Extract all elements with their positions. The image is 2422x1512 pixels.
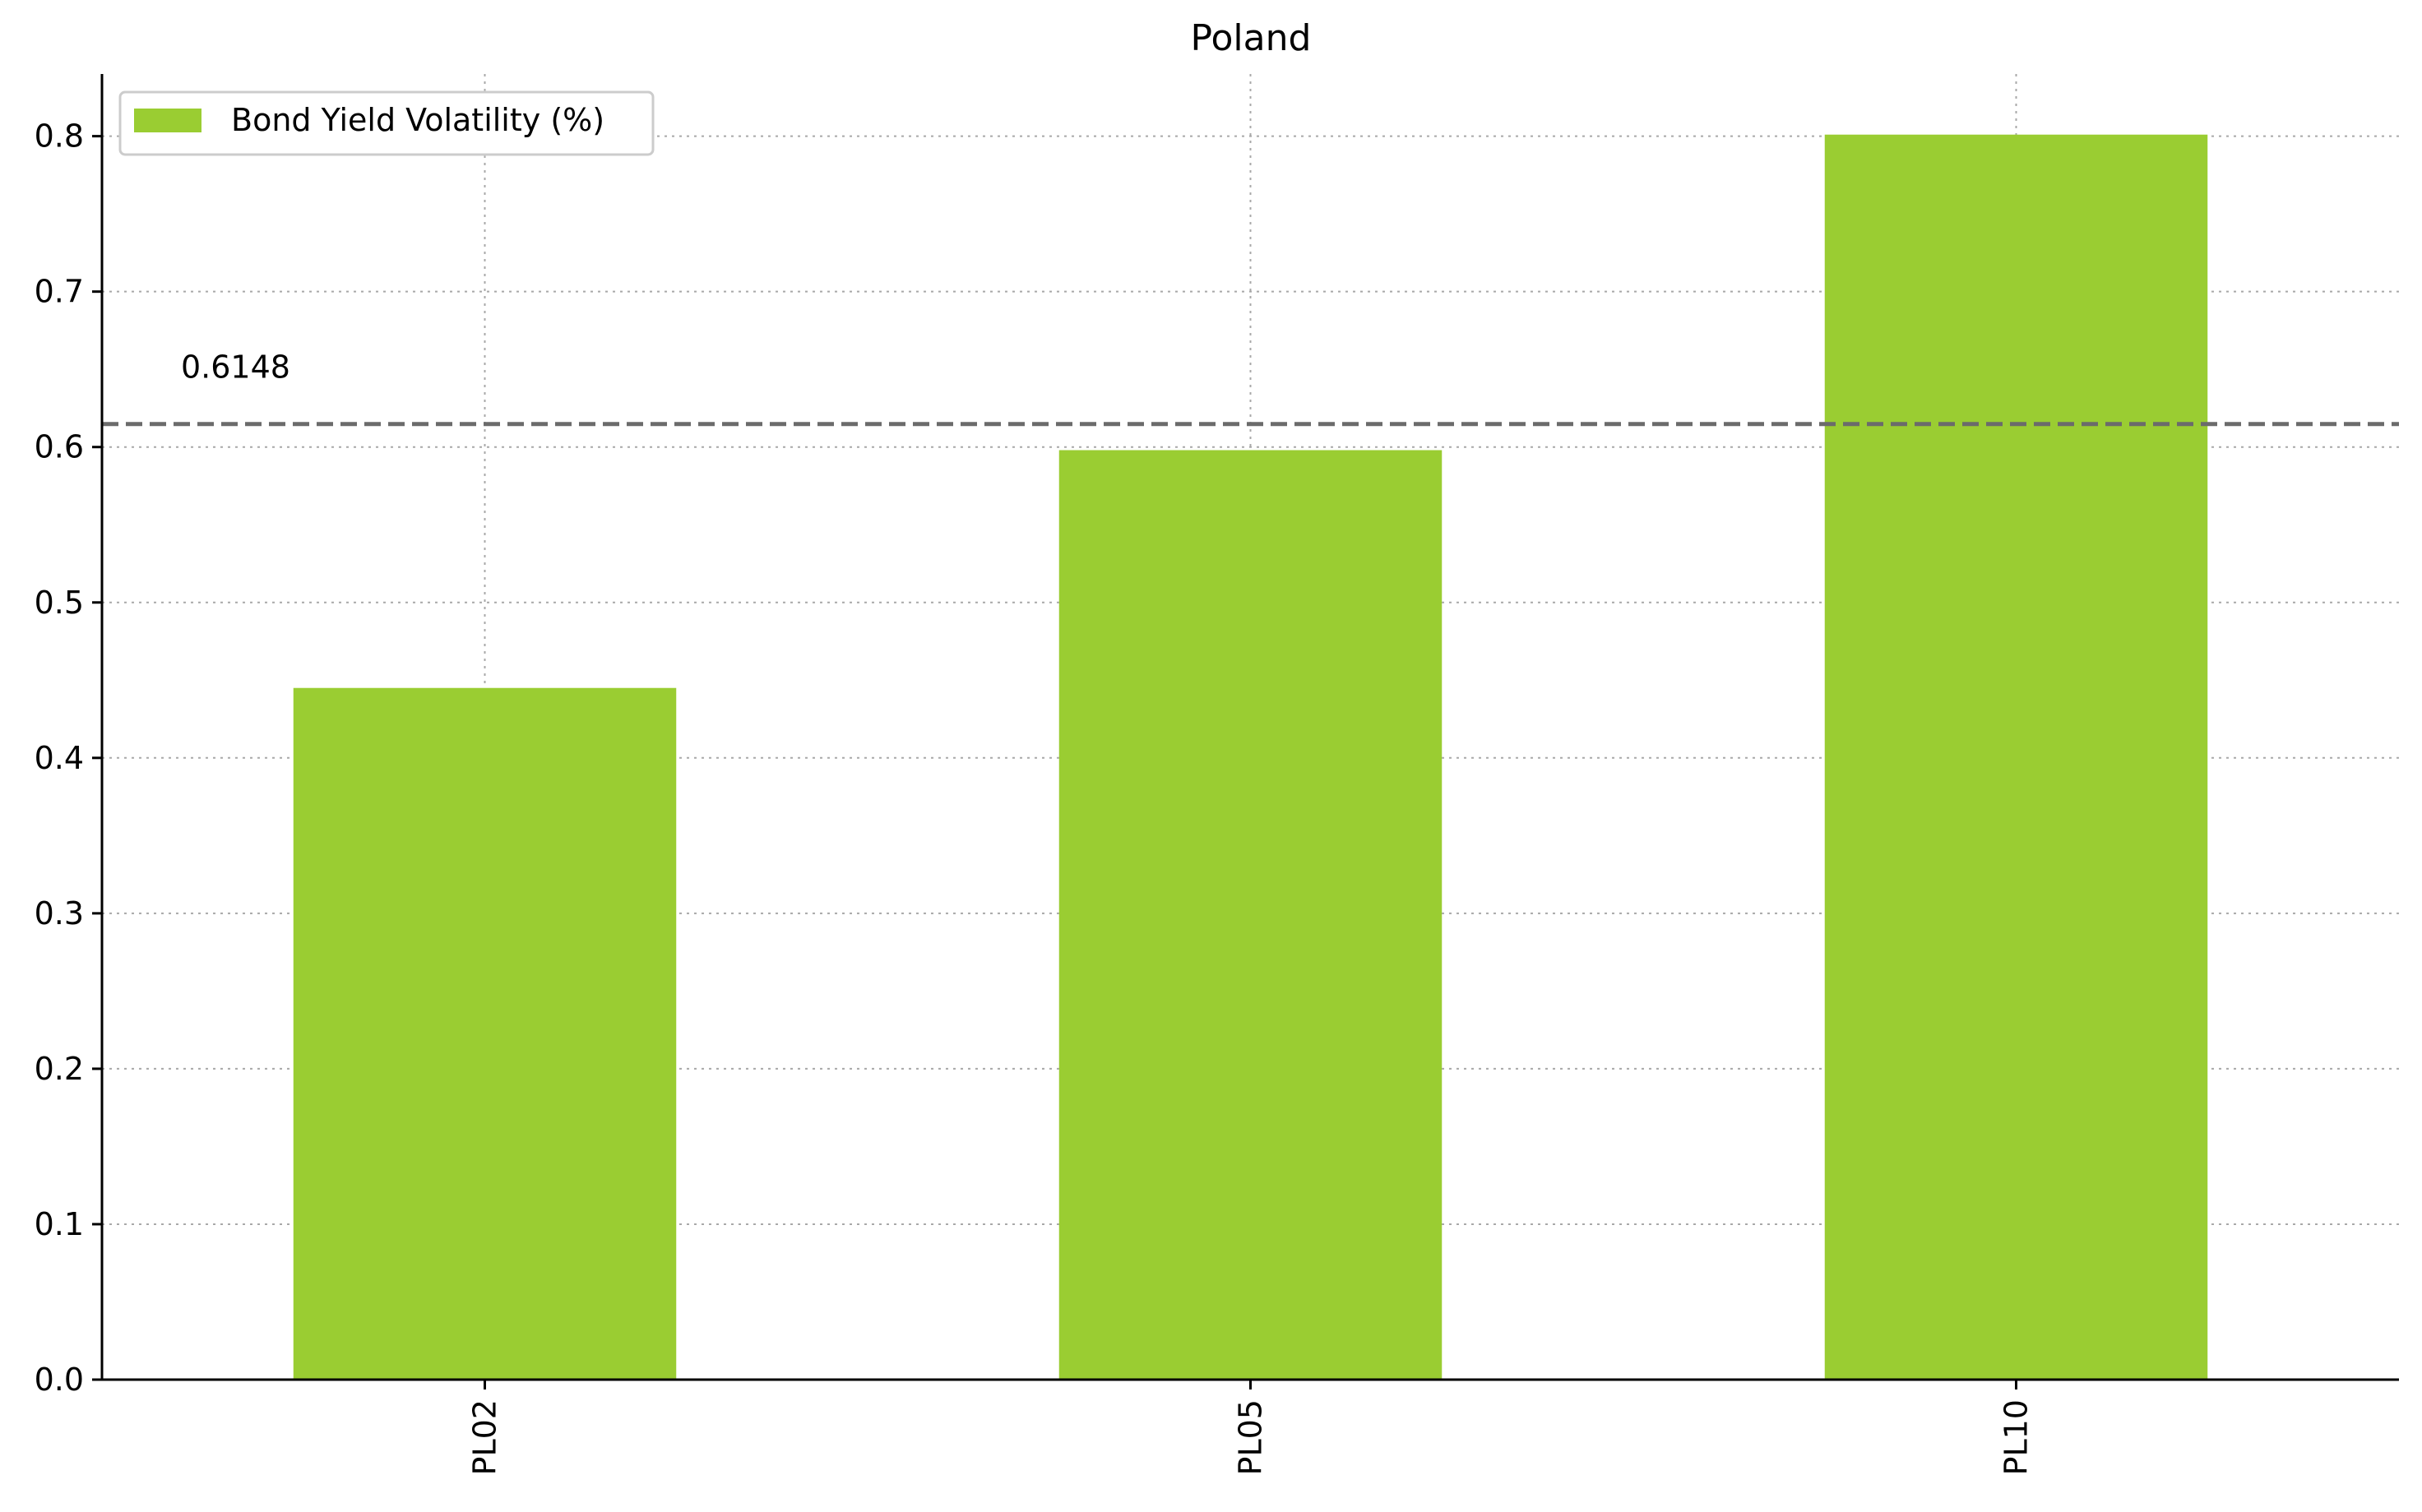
x-tick-label: PL02 (467, 1399, 503, 1475)
y-axis-ticks: 0.0 0.1 0.2 0.3 0.4 0.5 0.6 0.7 0.8 (35, 118, 102, 1398)
chart-title: Poland (1191, 17, 1312, 59)
y-tick-label: 0.8 (35, 118, 84, 155)
y-tick-label: 0.3 (35, 895, 84, 932)
y-tick-label: 0.0 (35, 1362, 84, 1398)
bar-pl02 (293, 687, 677, 1380)
x-tick-label: PL10 (1998, 1399, 2035, 1475)
y-tick-label: 0.6 (35, 429, 84, 465)
y-tick-label: 0.2 (35, 1051, 84, 1087)
y-tick-label: 0.5 (35, 585, 84, 621)
bars (293, 134, 2208, 1380)
bar-pl10 (1824, 134, 2208, 1380)
x-axis-ticks: PL02 PL05 PL10 (467, 1380, 2035, 1475)
x-tick-label: PL05 (1233, 1399, 1269, 1475)
reference-line-group: 0.6148 (102, 349, 2399, 427)
reference-line-label: 0.6148 (181, 349, 290, 386)
y-tick-label: 0.1 (35, 1206, 84, 1242)
legend: Bond Yield Volatility (%) (118, 90, 655, 156)
legend-label: Bond Yield Volatility (%) (231, 102, 604, 138)
y-tick-label: 0.4 (35, 740, 84, 776)
bar-pl05 (1058, 450, 1443, 1380)
y-tick-label: 0.7 (35, 274, 84, 310)
legend-swatch (134, 109, 201, 132)
legend-box (118, 90, 655, 156)
